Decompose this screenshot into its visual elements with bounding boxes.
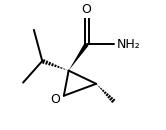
Text: O: O — [50, 93, 60, 106]
Text: NH₂: NH₂ — [117, 38, 140, 51]
Text: O: O — [82, 2, 91, 15]
Polygon shape — [69, 43, 89, 71]
